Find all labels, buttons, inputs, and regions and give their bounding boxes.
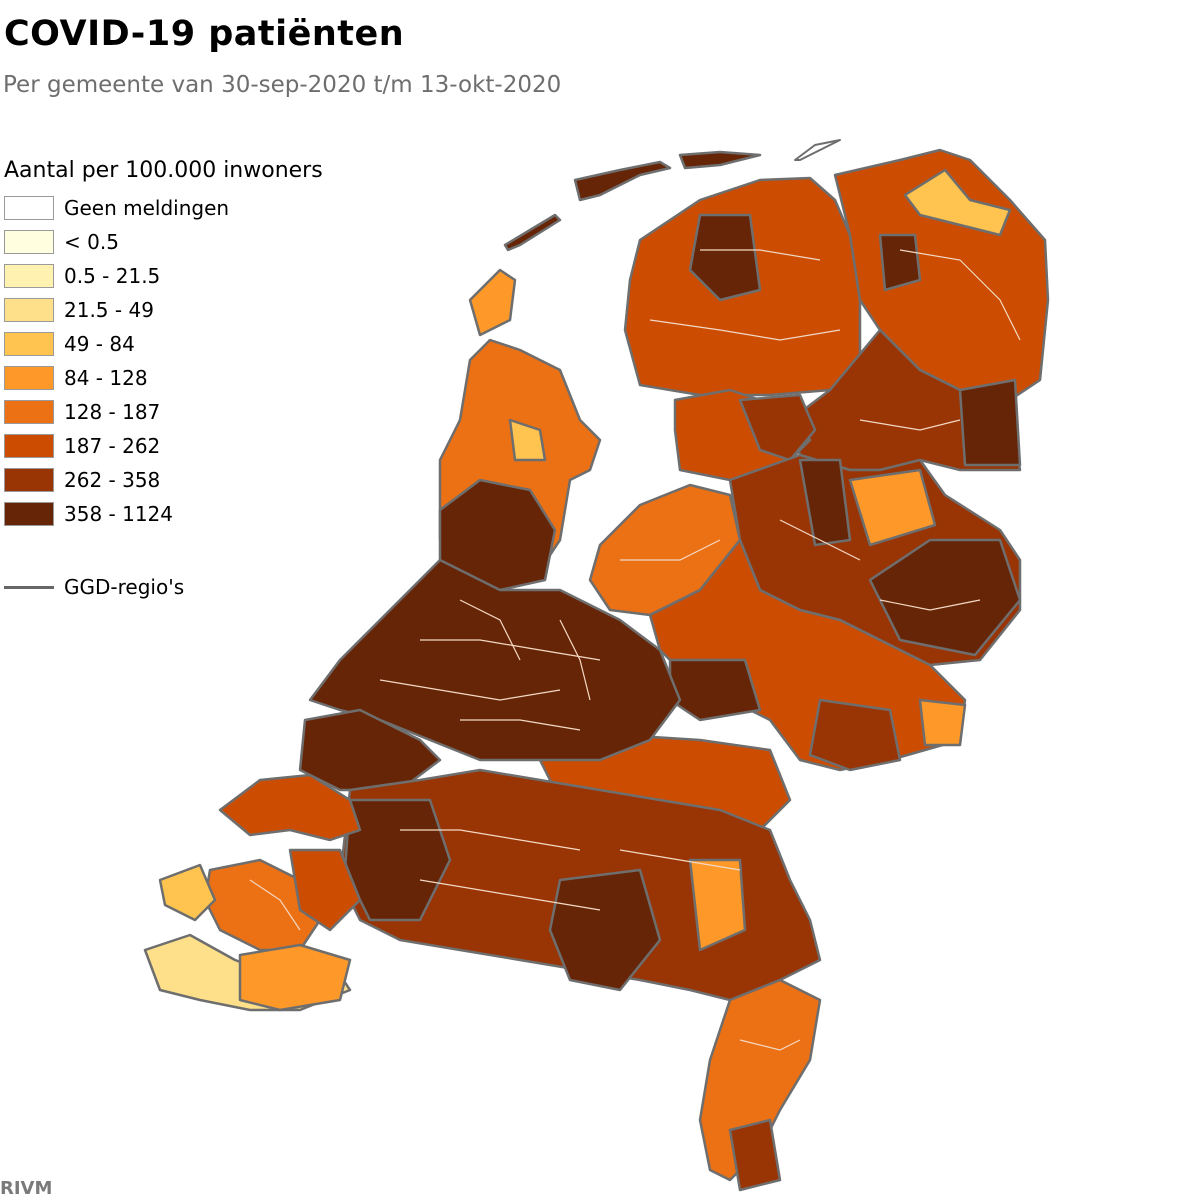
ggd-line-swatch: [4, 585, 54, 589]
border-line: [379, 679, 561, 701]
legend-label: 262 - 358: [64, 468, 161, 492]
region-groningen-east: [903, 168, 1012, 237]
border-line: [249, 879, 301, 931]
legend-swatch: [4, 434, 54, 458]
region-apeldoorn: [668, 658, 762, 722]
region-groningen-city: [878, 233, 922, 292]
region-peel: [688, 858, 747, 952]
legend-label: 358 - 1124: [64, 502, 174, 526]
legend-label: 21.5 - 49: [64, 298, 154, 322]
border-line: [879, 599, 981, 611]
border-line: [899, 249, 1021, 341]
region-zwolle: [798, 458, 852, 547]
border-line: [700, 249, 821, 261]
legend-label: 84 - 128: [64, 366, 148, 390]
map-islands: [503, 139, 841, 252]
legend-swatch: [4, 502, 54, 526]
border-line: [459, 599, 521, 661]
border-line: [739, 1039, 801, 1051]
border-line: [559, 619, 591, 701]
legend-item: 49 - 84: [4, 327, 323, 361]
border-line: [620, 539, 721, 561]
region-eindhoven: [548, 868, 662, 992]
region-urk: [738, 393, 817, 462]
legend-swatch: [4, 366, 54, 390]
island-terschelling-west: [503, 213, 562, 252]
border-line: [400, 829, 581, 851]
legend-item: 187 - 262: [4, 429, 323, 463]
legend-items: Geen meldingen < 0.5 0.5 - 21.5 21.5 - 49 49…: [4, 191, 323, 531]
legend-item: 0.5 - 21.5: [4, 259, 323, 293]
legend-item: 128 - 187: [4, 395, 323, 429]
legend-label: 0.5 - 21.5: [64, 264, 161, 288]
region-hoorn: [508, 418, 547, 462]
border-line: [649, 319, 841, 341]
region-winterswijk: [918, 698, 967, 747]
island-ameland: [678, 150, 762, 170]
legend-label: 187 - 262: [64, 434, 161, 458]
legend-swatch: [4, 468, 54, 492]
region-friesland-core: [688, 213, 762, 302]
region-maastricht: [728, 1118, 782, 1192]
legend-swatch: [4, 196, 54, 220]
legend-item: 21.5 - 49: [4, 293, 323, 327]
border-line: [779, 519, 861, 561]
legend-item: < 0.5: [4, 225, 323, 259]
border-line: [420, 639, 601, 661]
legend-item: 358 - 1124: [4, 497, 323, 531]
chart-subtitle: Per gemeente van 30-sep-2020 t/m 13-okt-…: [3, 72, 562, 98]
legend-swatch: [4, 332, 54, 356]
border-line: [619, 849, 741, 871]
map-regions: [143, 148, 1050, 1192]
region-twente: [868, 538, 1022, 657]
legend-swatch: [4, 298, 54, 322]
region-rijnmond: [298, 708, 442, 792]
legend-swatch: [4, 264, 54, 288]
legend-item: 262 - 358: [4, 463, 323, 497]
region-salland: [848, 468, 937, 547]
legend-label: 49 - 84: [64, 332, 135, 356]
region-veere: [158, 863, 217, 922]
municipality-borders: [249, 249, 1021, 1051]
region-schouwen: [218, 773, 362, 842]
legend: Aantal per 100.000 inwoners Geen melding…: [4, 158, 323, 599]
chart-title: COVID-19 patiënten: [4, 14, 405, 54]
legend-item: Geen meldingen: [4, 191, 323, 225]
border-line: [419, 879, 601, 911]
region-achterhoek: [808, 698, 902, 772]
legend-item: 84 - 128: [4, 361, 323, 395]
legend-swatch: [4, 400, 54, 424]
island-rottumeroog: [794, 139, 841, 161]
legend-title: Aantal per 100.000 inwoners: [4, 158, 323, 183]
region-tholen: [288, 848, 362, 932]
legend-label: < 0.5: [64, 230, 119, 254]
legend-label: 128 - 187: [64, 400, 161, 424]
source-label: RIVM: [0, 1178, 53, 1199]
legend-label: Geen meldingen: [64, 196, 230, 220]
ggd-label: GGD-regio's: [64, 575, 185, 599]
border-line: [859, 419, 961, 431]
region-zeeuws-vlaanderen-oost: [238, 943, 352, 1012]
legend-ggd: GGD-regio's: [4, 575, 323, 599]
island-vlieland: [573, 160, 672, 202]
legend-swatch: [4, 230, 54, 254]
region-zuid-holland-utrecht: [308, 558, 682, 762]
region-texel: [468, 268, 517, 337]
region-drenthe-east: [958, 378, 1022, 467]
border-line: [460, 719, 581, 731]
